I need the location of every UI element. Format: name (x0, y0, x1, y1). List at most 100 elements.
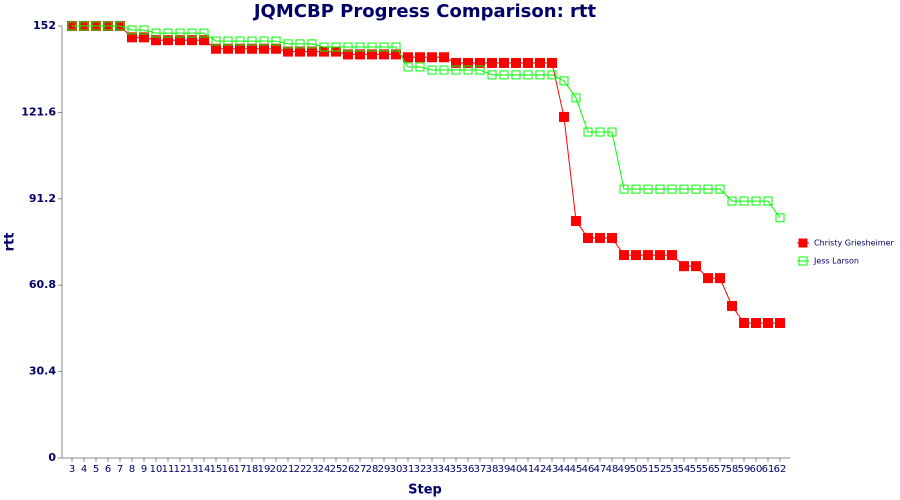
data-point (295, 39, 305, 49)
data-point (703, 184, 713, 194)
data-point (283, 46, 293, 57)
data-point (151, 35, 161, 46)
x-tick-label: 30 (390, 464, 403, 475)
x-tick-label: 4 (81, 464, 87, 475)
data-point (499, 57, 509, 68)
x-tick-label: 8 (129, 464, 135, 475)
data-point (175, 35, 185, 46)
legend-label: Christy Griesheimer (814, 239, 894, 248)
y-tick-label: 152 (33, 19, 56, 32)
x-tick-label: 18 (246, 464, 259, 475)
data-point (79, 21, 89, 31)
x-tick-label: 22 (294, 464, 307, 475)
data-point (631, 250, 641, 261)
data-point (631, 184, 641, 194)
x-tick-label: 51 (642, 464, 655, 475)
data-point (91, 21, 101, 31)
series-line (72, 25, 780, 324)
x-tick-label: 21 (282, 464, 295, 475)
x-tick-label: 45 (570, 464, 583, 475)
data-point (547, 57, 557, 68)
data-point (211, 43, 221, 54)
data-point (487, 57, 497, 68)
x-tick-label: 34 (438, 464, 451, 475)
data-point (619, 250, 629, 261)
legend-marker (798, 238, 808, 248)
x-tick-label: 6 (105, 464, 111, 475)
data-point (703, 273, 713, 284)
x-tick-label: 57 (714, 464, 727, 475)
data-point (595, 233, 605, 244)
x-tick-label: 7 (117, 464, 123, 475)
data-point (763, 318, 773, 328)
data-point (139, 32, 149, 43)
x-tick-label: 26 (342, 464, 355, 475)
data-point (679, 184, 689, 194)
data-point (163, 35, 173, 46)
x-tick-label: 55 (690, 464, 703, 475)
x-tick-label: 14 (198, 464, 211, 475)
data-point (403, 62, 413, 72)
data-point (439, 52, 449, 63)
data-point (583, 127, 593, 137)
data-point (391, 42, 401, 52)
data-point (607, 233, 617, 244)
data-point (739, 196, 749, 206)
data-point (727, 300, 737, 311)
x-tick-label: 5 (93, 464, 99, 475)
x-tick-label: 60 (750, 464, 763, 475)
x-tick-label: 53 (666, 464, 679, 475)
data-point (247, 43, 257, 54)
data-point (511, 70, 521, 80)
data-point (511, 57, 521, 68)
x-tick-label: 25 (330, 464, 343, 475)
data-point (199, 28, 209, 38)
data-point (139, 25, 149, 35)
data-point (307, 46, 317, 57)
x-tick-label: 39 (498, 464, 511, 475)
data-point (475, 57, 485, 68)
x-tick-label: 37 (474, 464, 487, 475)
x-tick-label: 28 (366, 464, 379, 475)
x-tick-label: 49 (618, 464, 631, 475)
data-point (187, 35, 197, 46)
data-point (475, 65, 485, 75)
legend-label: Jess Larson (813, 257, 859, 266)
data-point (415, 52, 425, 63)
x-axis-label: Step (408, 483, 442, 498)
x-tick-label: 35 (450, 464, 463, 475)
data-point (235, 36, 245, 46)
data-point (379, 42, 389, 52)
data-point (715, 273, 725, 284)
y-tick-label: 60.8 (29, 278, 56, 291)
x-tick-label: 41 (522, 464, 535, 475)
data-point (739, 318, 749, 328)
x-tick-label: 58 (726, 464, 739, 475)
data-point (583, 233, 593, 244)
data-point (163, 28, 173, 38)
data-point (187, 28, 197, 38)
x-tick-label: 23 (306, 464, 319, 475)
x-tick-label: 9 (141, 464, 147, 475)
x-tick-label: 33 (426, 464, 439, 475)
y-axis-label: rtt (3, 233, 18, 252)
data-point (559, 111, 569, 122)
x-tick-label: 27 (354, 464, 367, 475)
x-tick-label: 20 (270, 464, 283, 475)
x-tick-label: 48 (606, 464, 619, 475)
x-tick-label: 59 (738, 464, 751, 475)
data-point (655, 184, 665, 194)
x-tick-label: 19 (258, 464, 271, 475)
data-point (295, 46, 305, 57)
data-point (535, 57, 545, 68)
data-point (523, 57, 533, 68)
x-tick-label: 50 (630, 464, 643, 475)
data-point (259, 36, 269, 46)
series-line (72, 25, 781, 219)
x-tick-label: 10 (150, 464, 163, 475)
x-tick-label: 11 (162, 464, 175, 475)
data-point (763, 196, 773, 206)
y-tick-label: 0 (48, 451, 56, 464)
x-tick-label: 52 (654, 464, 667, 475)
data-point (655, 250, 665, 261)
